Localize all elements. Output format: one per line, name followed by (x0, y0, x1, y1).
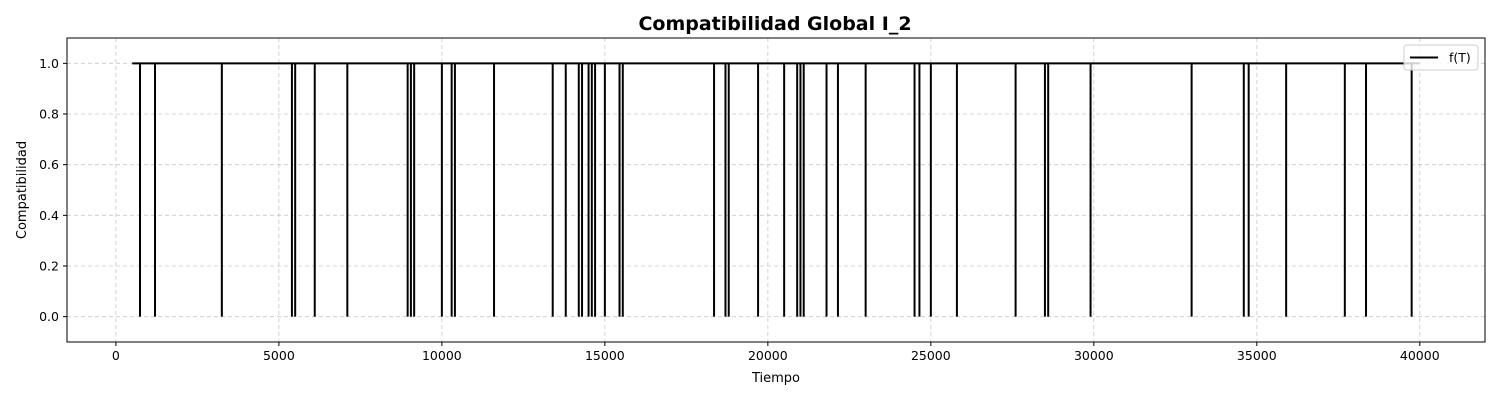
x-tick-label: 25000 (911, 348, 951, 363)
x-tick-label: 15000 (585, 348, 625, 363)
x-tick-label: 35000 (1237, 348, 1277, 363)
plot-frame (66, 37, 1486, 343)
series-layer (132, 62, 1420, 317)
legend-box (1403, 44, 1479, 71)
y-tick-label: 0.8 (39, 107, 59, 122)
x-tick-label: 10000 (422, 348, 462, 363)
x-tick-label: 0 (112, 348, 120, 363)
y-axis-label: Compatibilidad (15, 141, 30, 239)
y-tick-label: 0.6 (39, 157, 59, 172)
legend-label-f-t: f(T) (1449, 50, 1471, 65)
x-tick-label: 30000 (1074, 348, 1114, 363)
y-tick-label: 1.0 (39, 56, 59, 71)
x-axis-label: Tiempo (751, 371, 800, 386)
y-tick-label: 0.4 (39, 208, 59, 223)
axis-ticks: 0 5000 10000 15000 20000 25000 30000 35000 40000… (39, 56, 1440, 363)
x-tick-label: 5000 (263, 348, 295, 363)
x-tick-label: 40000 (1400, 348, 1440, 363)
x-tick-label: 20000 (748, 348, 788, 363)
chart-title: Compatibilidad Global I_2 (638, 13, 911, 35)
y-tick-label: 0.0 (39, 309, 59, 324)
y-tick-label: 0.2 (39, 259, 59, 274)
legend: f(T) (1403, 44, 1479, 71)
